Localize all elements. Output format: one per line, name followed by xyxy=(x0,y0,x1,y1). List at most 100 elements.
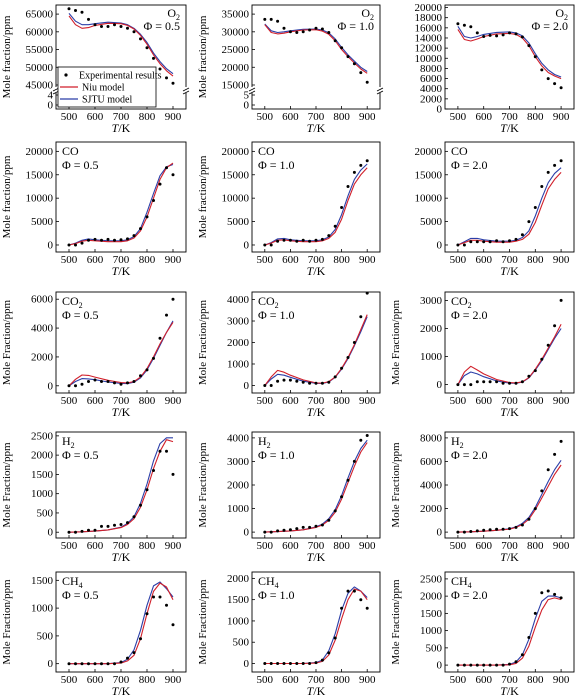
x-axis-unit: /K xyxy=(118,405,130,419)
x-axis-label: T/K xyxy=(307,550,326,564)
species-formula: H xyxy=(258,434,267,448)
x-axis-unit: /K xyxy=(313,684,325,698)
phi-label: Φ = 1.0 xyxy=(337,19,374,33)
experimental-point xyxy=(119,660,123,664)
panel-6: 500 600 700 800 900 0 5000 10000 15000 20000 T/K CO… xyxy=(415,141,575,278)
x-axis-symbol: T xyxy=(112,405,120,419)
x-tick-label: 500 xyxy=(257,540,274,552)
species-formula: CH xyxy=(258,574,275,588)
experimental-point xyxy=(100,238,103,242)
species-formula: H xyxy=(451,434,460,448)
experimental-point xyxy=(320,381,324,385)
experimental-point xyxy=(158,336,162,340)
y-tick-label: 500 xyxy=(37,630,54,642)
experimental-point xyxy=(87,662,90,666)
experimental-point xyxy=(320,658,324,662)
experimental-point xyxy=(327,31,331,34)
y-tick-label: 4000 xyxy=(227,432,250,444)
experimental-point xyxy=(346,55,350,59)
experimental-point xyxy=(346,589,350,593)
species-formula: CO xyxy=(62,294,79,308)
experimental-point xyxy=(308,239,312,243)
sjtu-model-line xyxy=(68,320,174,387)
experimental-point xyxy=(340,206,344,209)
x-tick-label: 600 xyxy=(282,395,299,407)
experimental-point xyxy=(340,366,344,370)
y-tick-label: 20000 xyxy=(415,2,443,14)
y-tick-label: 0 xyxy=(437,104,443,116)
x-axis-unit: /K xyxy=(507,264,519,278)
experimental-point xyxy=(488,33,492,37)
experimental-point xyxy=(276,662,280,665)
experimental-point xyxy=(113,662,116,666)
y-tick-label: 2000 xyxy=(227,573,250,585)
species-label: CO xyxy=(62,144,79,158)
experimental-point xyxy=(113,381,116,385)
species-label: CO2 xyxy=(62,294,83,310)
species-formula: H xyxy=(62,434,71,448)
y-tick-label: 0 xyxy=(48,527,54,539)
experimental-point xyxy=(308,525,312,529)
y-tick-label: 3000 xyxy=(420,295,443,307)
experimental-point xyxy=(132,30,136,34)
x-axis-symbol: T xyxy=(112,264,120,278)
x-tick-label: 900 xyxy=(359,111,376,123)
experimental-point xyxy=(546,77,550,81)
x-axis-unit: /K xyxy=(313,264,325,278)
y-tick-label: 4000 xyxy=(420,83,443,95)
x-axis-symbol: T xyxy=(500,550,508,564)
x-tick-label: 600 xyxy=(475,111,492,123)
sjtu-model-line xyxy=(457,459,562,533)
experimental-point xyxy=(352,341,356,344)
species-label: CO xyxy=(258,144,275,158)
experimental-point xyxy=(359,438,363,442)
experimental-point xyxy=(80,529,84,533)
legend: Experimental results Niu model SJTU mode… xyxy=(57,66,162,108)
x-axis-label: T/K xyxy=(307,121,326,135)
experimental-point xyxy=(327,234,331,238)
y-axis-label: Mole fraction/ppm xyxy=(197,15,209,98)
experimental-point xyxy=(288,662,292,665)
experimental-point xyxy=(495,34,499,38)
experimental-point xyxy=(145,215,149,219)
experimental-point xyxy=(67,530,71,534)
experimental-point xyxy=(320,27,324,31)
y-tick-label: 6000 xyxy=(420,456,443,468)
experimental-point xyxy=(488,240,492,244)
y-tick-label: 2500 xyxy=(420,573,443,585)
experimental-point xyxy=(295,31,299,34)
experimental-point xyxy=(263,17,267,21)
x-tick-label: 800 xyxy=(139,254,156,266)
experimental-point xyxy=(132,651,136,655)
x-tick-label: 800 xyxy=(527,395,544,407)
species-label: O2 xyxy=(167,6,180,22)
experimental-point xyxy=(74,9,77,12)
x-tick-label: 700 xyxy=(501,111,518,123)
species-label: CO2 xyxy=(258,294,279,310)
y-tick-label: 15000 xyxy=(26,169,54,181)
x-tick-label: 800 xyxy=(527,254,544,266)
y-tick-label: 16000 xyxy=(415,22,443,34)
niu-model-line xyxy=(68,162,174,246)
y-tick-label: 8000 xyxy=(420,63,443,75)
experimental-point xyxy=(352,459,356,463)
experimental-point xyxy=(165,313,168,317)
x-tick-label: 600 xyxy=(282,540,299,552)
plot-area xyxy=(67,297,175,388)
experimental-point xyxy=(508,381,511,385)
experimental-point xyxy=(327,380,331,384)
experimental-point xyxy=(546,468,550,472)
x-tick-label: 500 xyxy=(450,395,467,407)
experimental-point xyxy=(165,166,168,170)
y-tick-label: 1000 xyxy=(31,603,54,615)
x-axis-symbol: T xyxy=(112,121,120,135)
y-axis-label: Mole fraction/ppm xyxy=(1,155,13,238)
x-tick-label: 500 xyxy=(450,254,467,266)
experimental-point xyxy=(462,383,466,387)
plot-area xyxy=(456,589,563,667)
y-tick-label: 1000 xyxy=(227,358,250,370)
species-label: H2 xyxy=(258,434,271,450)
y-tick-label: 4 xyxy=(48,90,54,102)
y-tick-label: 1500 xyxy=(31,469,54,481)
x-tick-label: 700 xyxy=(308,395,325,407)
